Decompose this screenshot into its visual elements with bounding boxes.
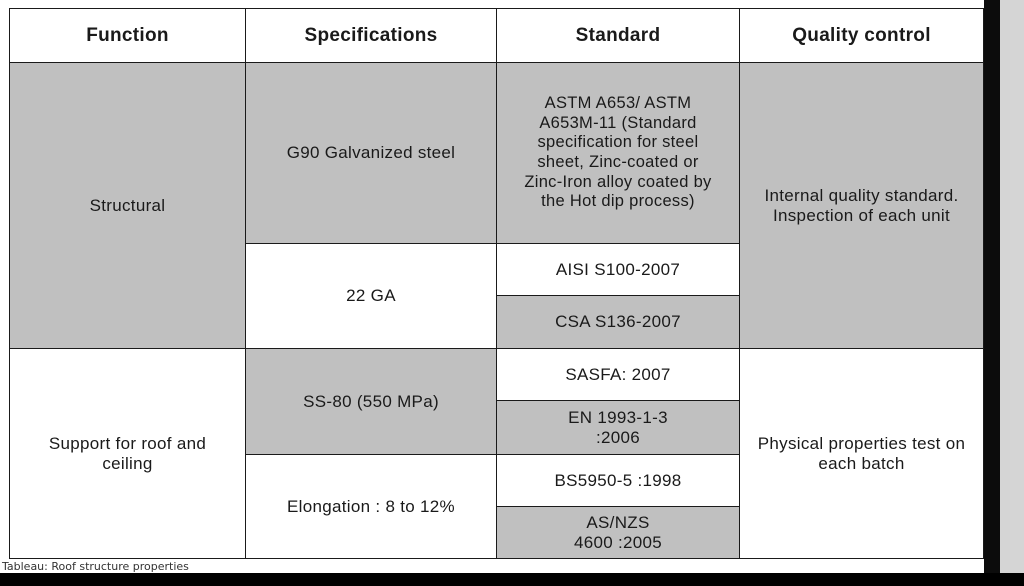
standard-en1993: EN 1993-1-3 :2006 xyxy=(496,400,740,455)
qc-structural: Internal quality standard. Inspection of… xyxy=(739,62,984,349)
right-edge-shade xyxy=(1000,0,1024,573)
standard-sasfa: SASFA: 2007 xyxy=(496,348,740,401)
standard-astm: ASTM A653/ ASTM A653M-11 (Standard speci… xyxy=(496,62,740,244)
standard-asnzs: AS/NZS 4600 :2005 xyxy=(496,506,740,559)
table-caption: Tableau: Roof structure properties xyxy=(2,560,189,573)
standard-csa: CSA S136-2007 xyxy=(496,295,740,349)
header-function: Function xyxy=(9,8,246,63)
standard-aisi: AISI S100-2007 xyxy=(496,243,740,296)
function-structural: Structural xyxy=(9,62,246,349)
standard-bs5950: BS5950-5 :1998 xyxy=(496,454,740,507)
bottom-border xyxy=(0,573,1024,586)
spec-ss80: SS-80 (550 MPa) xyxy=(245,348,497,455)
header-standard: Standard xyxy=(496,8,740,63)
spec-22ga: 22 GA xyxy=(245,243,497,349)
function-support: Support for roof and ceiling xyxy=(9,348,246,559)
spec-g90: G90 Galvanized steel xyxy=(245,62,497,244)
qc-support: Physical properties test on each batch xyxy=(739,348,984,559)
spec-elongation: Elongation : 8 to 12% xyxy=(245,454,497,559)
header-quality-control: Quality control xyxy=(739,8,984,63)
header-specifications: Specifications xyxy=(245,8,497,63)
left-margin xyxy=(0,0,9,586)
